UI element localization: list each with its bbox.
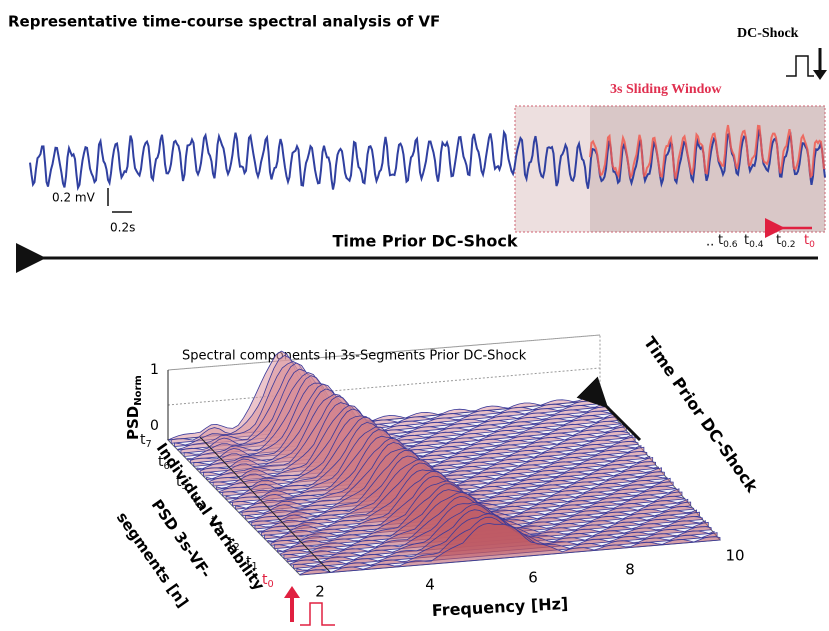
ecg-trace (29, 124, 826, 192)
scale-time: 0.2s (110, 221, 135, 235)
x-tick-label: 8 (625, 561, 635, 579)
window-mark: t0.6 (718, 233, 738, 250)
window-mark-letter: t (804, 233, 809, 248)
spectrum-slice (299, 522, 721, 576)
time-axis-label: Time Prior DC-Shock (332, 232, 517, 251)
segment-label-sub: 4 (200, 501, 206, 512)
title: Representative time-course spectral anal… (8, 13, 440, 31)
segment-label: t5 (176, 474, 188, 492)
segment-label-letter: t (246, 554, 252, 570)
ecg-window-line (589, 124, 825, 180)
time-arrow (576, 376, 642, 442)
window-mark: t0 (804, 233, 815, 250)
segment-label: t6 (158, 454, 170, 472)
spectrum-title: Spectral components in 3s-Segments Prior… (182, 349, 527, 364)
z-axis-label-main: PSD (124, 406, 142, 440)
z-axis-label: PSDNorm (124, 375, 145, 440)
pulse-icon (300, 602, 335, 626)
segment-label-sub: 7 (146, 439, 152, 450)
segment-label-sub: 5 (182, 481, 188, 492)
window-label: 3s Sliding Window (610, 82, 722, 97)
segment-label-letter: t (194, 494, 200, 510)
segment-label: t0 (262, 572, 274, 590)
window-mark-sub: 0.6 (723, 239, 738, 249)
ellipsis: .. (706, 235, 714, 250)
window-mark-letter: t (776, 233, 781, 248)
z-tick-label: 1 (150, 362, 159, 378)
window-mark-sub: 0.4 (749, 239, 764, 249)
pulse-icon (786, 55, 814, 77)
segment-label: t1 (246, 554, 258, 572)
window-mark-letter: t (718, 233, 723, 248)
window-mark-letter: t (744, 233, 749, 248)
segment-label-letter: t (176, 474, 182, 490)
segment-label-sub: 6 (164, 461, 170, 472)
back-grid (167, 334, 601, 371)
shock-label: DC-Shock (737, 26, 799, 41)
segment-label-letter: t (158, 454, 164, 470)
segment-label-sub: 3 (217, 521, 223, 532)
segment-label: t3 (211, 514, 223, 532)
segment-label-sub: 2 (234, 542, 240, 553)
x-tick-label: 10 (725, 547, 744, 565)
window-mark: t0.4 (744, 233, 764, 250)
shock-arrow-head (813, 70, 827, 80)
window-mark-sub: 0 (809, 239, 815, 249)
segment-label-letter: t (228, 535, 234, 551)
segment-label: t4 (194, 494, 206, 512)
segment-label-letter: t (140, 432, 146, 448)
segment-label-sub: 1 (252, 561, 258, 572)
window-mark-sub: 0.2 (781, 239, 795, 249)
back-grid (167, 367, 601, 406)
segment-label-letter: t (211, 514, 217, 530)
segment-label: t7 (140, 432, 152, 450)
x-axis-label: Frequency [Hz] (431, 594, 568, 620)
z-tick-label: 0 (150, 418, 159, 434)
x-tick-label: 4 (425, 576, 435, 594)
scale-voltage: 0.2 mV (52, 191, 96, 205)
z-axis-label-sub: Norm (133, 375, 144, 406)
x-tick-label: 6 (528, 569, 538, 587)
segment-label-sub: 0 (268, 579, 274, 590)
segment-label: t2 (228, 535, 240, 553)
ecg-line (29, 129, 826, 192)
spectrum-plot: Spectral components in 3s-Segments Prior… (113, 333, 762, 620)
shock-arrow-head (284, 586, 300, 598)
segment-label-letter: t (262, 572, 268, 588)
x-tick-label: 2 (315, 583, 325, 601)
window-mark: t0.2 (776, 233, 796, 250)
freq-grid (199, 436, 331, 573)
